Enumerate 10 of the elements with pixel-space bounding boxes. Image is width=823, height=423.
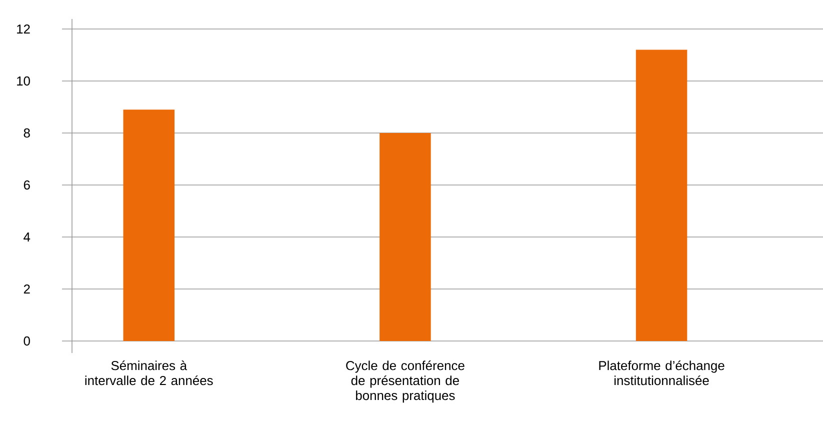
x-tick-label: Séminaires à intervalle de 2 années bbox=[85, 360, 213, 386]
y-tick-label: 4 bbox=[24, 232, 30, 242]
x-tick-label: Cycle de conférence de présentation de bonnes pratiques bbox=[346, 360, 464, 403]
y-tick-label: 6 bbox=[24, 180, 30, 190]
x-tick-label: Plateforme d’échange institutionnalisée bbox=[599, 360, 724, 386]
y-tick-label: 2 bbox=[24, 284, 30, 294]
y-tick-label: 12 bbox=[17, 24, 30, 34]
y-tick-label: 10 bbox=[17, 76, 30, 86]
y-tick-label: 8 bbox=[24, 128, 30, 138]
y-tick-label: 0 bbox=[24, 336, 30, 346]
